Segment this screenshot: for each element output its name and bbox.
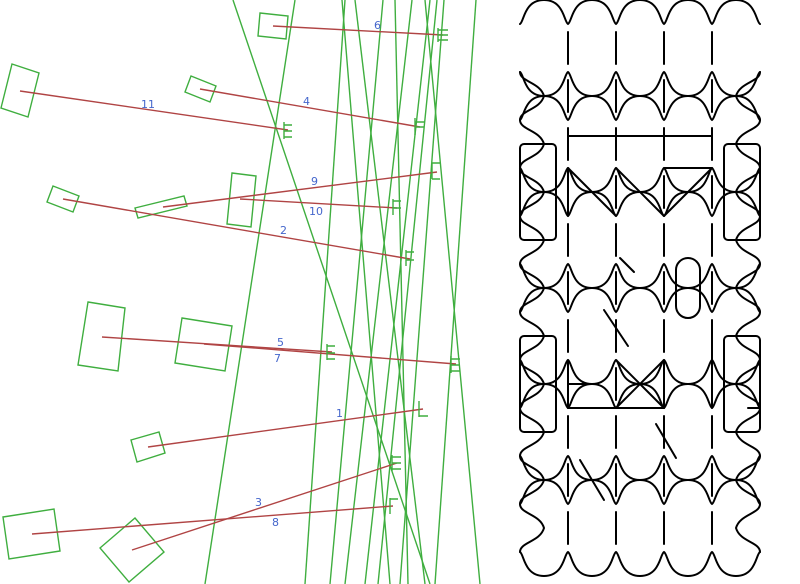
pattern-wave [519, 94, 761, 122]
green-box [0, 63, 40, 118]
connector-line [62, 198, 411, 260]
pattern-wave [519, 70, 761, 98]
connector-line [199, 88, 421, 128]
green-box [226, 172, 257, 228]
end-bracket [418, 401, 428, 417]
connector-line [272, 25, 444, 36]
end-bracket [414, 118, 424, 135]
end-bracket [450, 356, 460, 373]
pattern-wave [519, 454, 761, 482]
end-bracket [326, 344, 335, 360]
end-bracket [283, 122, 292, 139]
pattern-edge [734, 359, 761, 409]
green-line [394, 0, 409, 584]
connector-label: 7 [274, 352, 281, 365]
pattern-edge [519, 167, 546, 217]
connector-label: 9 [311, 175, 318, 188]
pattern-edge [519, 71, 546, 121]
green-box [2, 508, 61, 560]
connector-line [131, 462, 398, 551]
connector-group [19, 25, 457, 551]
end-bracket [431, 162, 440, 180]
pattern-bar [655, 423, 677, 459]
pattern-bar [603, 309, 629, 347]
tessellation-pattern [519, 0, 761, 578]
pattern-wave [519, 286, 761, 314]
green-line [344, 0, 413, 584]
connector-label: 10 [309, 205, 323, 218]
green-line [232, 0, 431, 584]
pattern-wave [519, 0, 761, 26]
connector-line [147, 408, 424, 448]
green-line [341, 0, 391, 584]
pattern-wave [519, 478, 761, 506]
pattern-edge [519, 263, 546, 313]
connector-label: 2 [280, 224, 287, 237]
pattern-edge [734, 263, 761, 313]
connector-label: 5 [277, 336, 284, 349]
green-line-group [204, 0, 481, 584]
pattern-block [675, 257, 701, 319]
pattern-edge [734, 167, 761, 217]
pattern-bar [615, 167, 665, 217]
connector-label: 8 [272, 516, 279, 529]
end-bracket [389, 498, 398, 514]
pattern-wave [519, 262, 761, 290]
end-bracket [392, 199, 401, 215]
green-box [257, 12, 289, 40]
connector-line [203, 343, 457, 365]
connector-line [31, 505, 394, 535]
end-bracket [405, 250, 414, 266]
pattern-block [723, 335, 761, 433]
connector-label-group: 6 11 4 9 10 2 5 7 1 3 8 [141, 19, 381, 529]
pattern-bar [615, 359, 665, 409]
pattern-bar [619, 257, 635, 273]
green-box [174, 317, 233, 372]
green-line [354, 0, 426, 584]
pattern-bar [663, 167, 713, 217]
pattern-block [519, 335, 557, 433]
green-box [134, 195, 188, 219]
green-line [399, 0, 445, 584]
green-box [99, 517, 165, 583]
green-line [204, 0, 296, 584]
pattern-edge [519, 455, 546, 505]
green-line [304, 0, 346, 584]
connector-line [162, 171, 438, 208]
green-box [184, 75, 217, 103]
pattern-bar [567, 167, 617, 217]
green-box [46, 185, 80, 213]
green-line [434, 0, 477, 584]
pattern-edge [519, 359, 546, 409]
pattern-edge [734, 71, 761, 121]
green-box [77, 301, 126, 372]
connector-line [19, 90, 289, 131]
end-bracket-group [283, 28, 460, 514]
pattern-edge [734, 455, 761, 505]
pattern-bar [579, 459, 605, 501]
green-line [377, 0, 438, 584]
pattern-edge [734, 503, 761, 553]
green-box [130, 431, 166, 463]
connector-label: 4 [303, 95, 310, 108]
connector-label: 6 [374, 19, 381, 32]
pattern-edge [519, 503, 546, 553]
connector-line [239, 198, 398, 209]
end-bracket [437, 28, 448, 42]
connector-label: 3 [255, 496, 262, 509]
connector-label: 11 [141, 98, 155, 111]
green-box-group [0, 12, 289, 583]
green-line [329, 0, 384, 584]
end-bracket [391, 455, 401, 471]
connector-label: 1 [336, 407, 343, 420]
pattern-block [723, 143, 761, 241]
green-line [424, 0, 481, 584]
pattern-block [519, 143, 557, 241]
green-line [364, 0, 431, 584]
pattern-wave [519, 550, 761, 578]
